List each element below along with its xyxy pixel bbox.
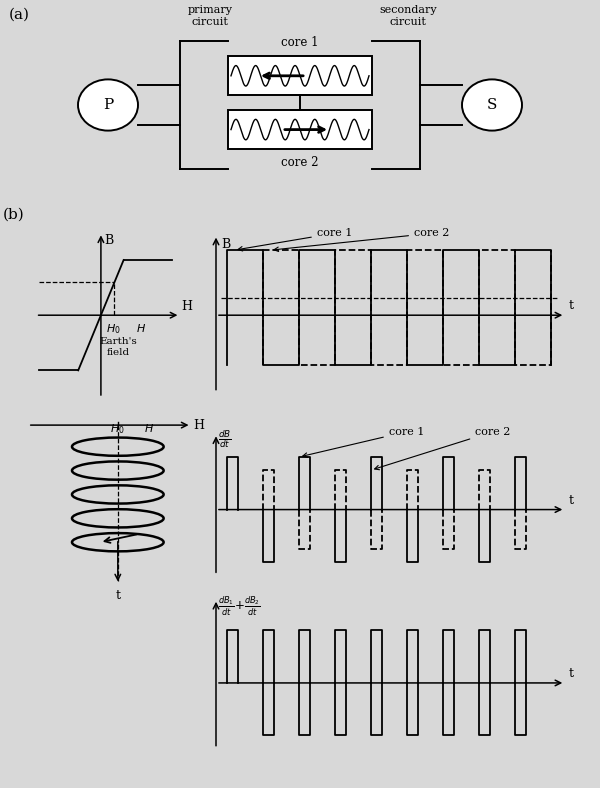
Ellipse shape xyxy=(462,80,522,131)
Text: (b): (b) xyxy=(2,207,24,221)
Text: $H_0$: $H_0$ xyxy=(106,322,121,336)
Text: $H_0$: $H_0$ xyxy=(110,422,125,437)
Text: core 1: core 1 xyxy=(238,229,352,251)
Text: $\frac{dB_1}{dt}$$+\frac{dB_2}{dt}$: $\frac{dB_1}{dt}$$+\frac{dB_2}{dt}$ xyxy=(218,595,260,618)
Bar xyxy=(228,110,372,149)
Text: P: P xyxy=(103,98,113,112)
Text: t: t xyxy=(115,589,121,602)
Text: core 2: core 2 xyxy=(281,156,319,169)
Ellipse shape xyxy=(78,80,138,131)
Text: Earth's
field: Earth's field xyxy=(99,337,137,357)
Text: core 2: core 2 xyxy=(374,427,511,470)
Text: core 1: core 1 xyxy=(303,427,424,457)
Text: secondary
circuit: secondary circuit xyxy=(379,6,437,27)
Text: core 1: core 1 xyxy=(281,35,319,49)
Text: (a): (a) xyxy=(9,8,30,22)
Text: core 2: core 2 xyxy=(274,229,449,251)
Text: $\frac{dB}{dt}$: $\frac{dB}{dt}$ xyxy=(218,428,232,450)
Text: t: t xyxy=(569,494,574,507)
Text: primary
circuit: primary circuit xyxy=(187,6,233,27)
Text: B: B xyxy=(104,235,113,247)
Text: $H$: $H$ xyxy=(144,422,154,434)
Text: $H$: $H$ xyxy=(136,322,146,334)
Text: t: t xyxy=(569,299,574,312)
Text: H: H xyxy=(193,418,204,432)
Text: H: H xyxy=(182,300,193,313)
Bar xyxy=(228,57,372,95)
Text: B: B xyxy=(221,238,230,251)
Text: S: S xyxy=(487,98,497,112)
Text: t: t xyxy=(569,667,574,680)
